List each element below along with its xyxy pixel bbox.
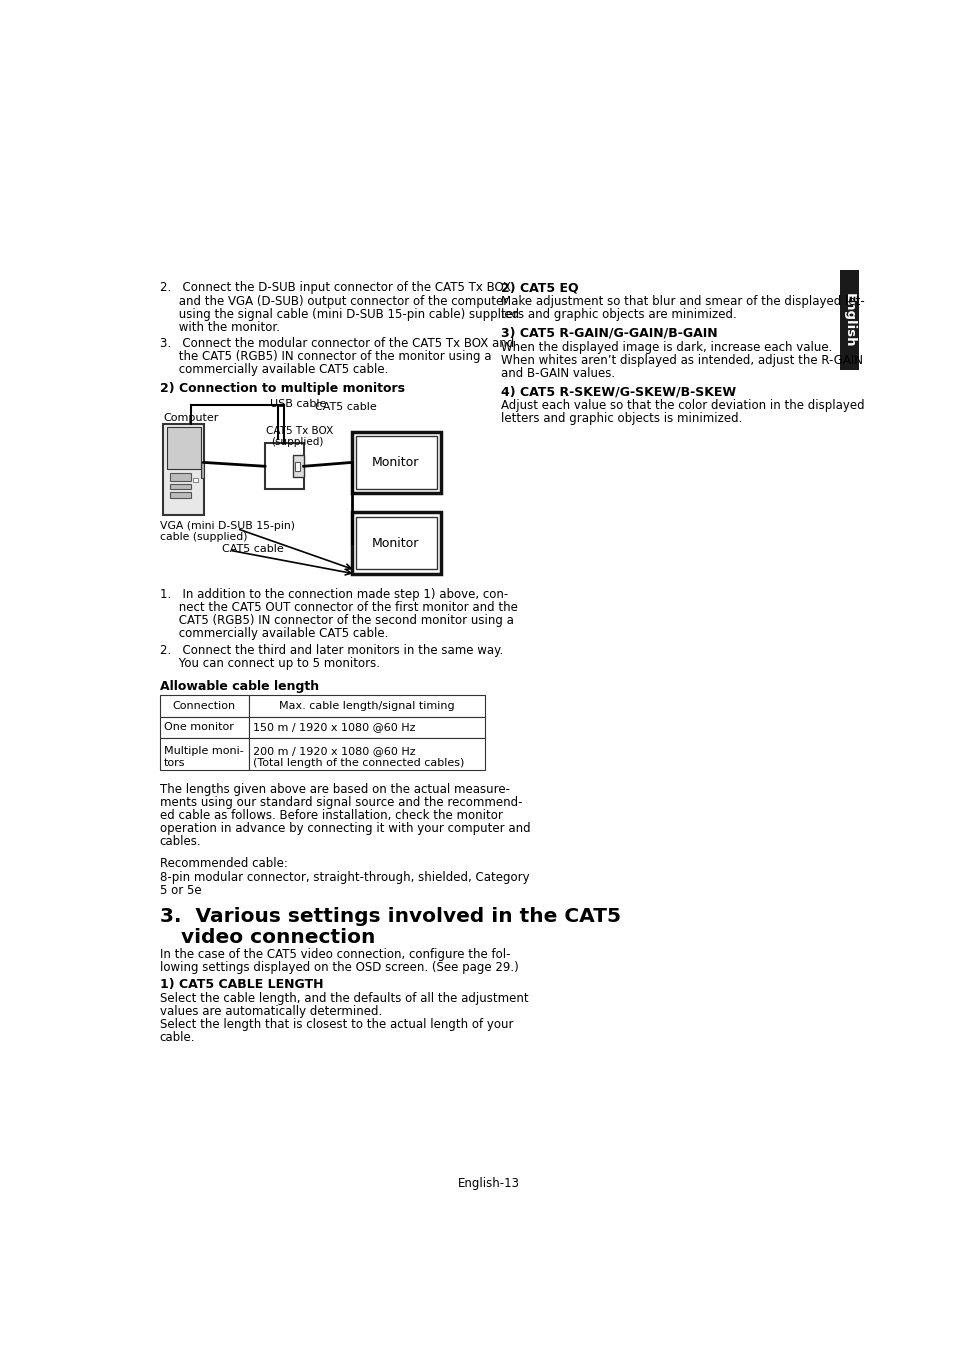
Text: values are automatically determined.: values are automatically determined. [159, 1005, 381, 1019]
Text: cable (supplied): cable (supplied) [159, 532, 247, 542]
Text: commercially available CAT5 cable.: commercially available CAT5 cable. [159, 363, 388, 376]
Bar [170, 493, 192, 497]
Text: tors: tors [164, 758, 186, 769]
Bar [163, 424, 204, 515]
Text: In the case of the CAT5 video connection, configure the fol-: In the case of the CAT5 video connection… [159, 948, 510, 962]
Text: Adjust each value so that the color deviation in the displayed: Adjust each value so that the color devi… [500, 400, 863, 412]
Bar [170, 484, 192, 489]
Text: CAT5 cable: CAT5 cable [221, 544, 283, 554]
Text: 3.   Connect the modular connector of the CAT5 Tx BOX and: 3. Connect the modular connector of the … [159, 336, 514, 350]
Text: 1.   In addition to the connection made step 1) above, con-: 1. In addition to the connection made st… [159, 588, 507, 601]
Text: When the displayed image is dark, increase each value.: When the displayed image is dark, increa… [500, 340, 831, 354]
Text: 2.   Connect the third and later monitors in the same way.: 2. Connect the third and later monitors … [159, 644, 502, 657]
Text: and the VGA (D-SUB) output connector of the computer: and the VGA (D-SUB) output connector of … [159, 295, 507, 308]
Text: CAT5 Tx BOX: CAT5 Tx BOX [266, 426, 334, 436]
Text: Max. cable length/signal timing: Max. cable length/signal timing [278, 701, 454, 711]
Text: Recommended cable:: Recommended cable: [159, 858, 287, 870]
Bar [170, 473, 192, 481]
Bar [200, 462, 204, 478]
Text: letters and graphic objects is minimized.: letters and graphic objects is minimized… [500, 412, 741, 426]
Bar [265, 443, 303, 489]
Text: the CAT5 (RGB5) IN connector of the monitor using a: the CAT5 (RGB5) IN connector of the moni… [159, 350, 491, 363]
Text: cable.: cable. [159, 1031, 194, 1044]
Bar [159, 694, 249, 716]
Text: 150 m / 1920 x 1080 @60 Hz: 150 m / 1920 x 1080 @60 Hz [253, 723, 416, 732]
Text: 200 m / 1920 x 1080 @60 Hz: 200 m / 1920 x 1080 @60 Hz [253, 746, 416, 755]
Text: 2) Connection to multiple monitors: 2) Connection to multiple monitors [159, 382, 404, 396]
Text: (supplied): (supplied) [271, 436, 323, 447]
Text: Monitor: Monitor [372, 536, 419, 550]
Bar [159, 738, 249, 770]
Text: CAT5 (RGB5) IN connector of the second monitor using a: CAT5 (RGB5) IN connector of the second m… [159, 615, 513, 627]
Text: 1) CAT5 CABLE LENGTH: 1) CAT5 CABLE LENGTH [159, 978, 323, 992]
Bar [193, 478, 197, 482]
Text: 8-pin modular connector, straight-through, shielded, Category: 8-pin modular connector, straight-throug… [159, 870, 529, 884]
Bar [293, 455, 303, 477]
Text: Computer: Computer [163, 413, 218, 423]
Bar [249, 694, 484, 716]
Text: 4) CAT5 R-SKEW/G-SKEW/B-SKEW: 4) CAT5 R-SKEW/G-SKEW/B-SKEW [500, 385, 735, 399]
Text: English: English [841, 293, 855, 347]
Bar [294, 462, 299, 471]
Text: (Total length of the connected cables): (Total length of the connected cables) [253, 758, 464, 769]
Text: 3) CAT5 R-GAIN/G-GAIN/B-GAIN: 3) CAT5 R-GAIN/G-GAIN/B-GAIN [500, 327, 717, 340]
Text: operation in advance by connecting it with your computer and: operation in advance by connecting it wi… [159, 821, 530, 835]
Text: USB cable: USB cable [270, 400, 327, 409]
Text: When whites aren’t displayed as intended, adjust the R-GAIN: When whites aren’t displayed as intended… [500, 354, 862, 367]
Text: The lengths given above are based on the actual measure-: The lengths given above are based on the… [159, 782, 509, 796]
Text: with the monitor.: with the monitor. [159, 320, 279, 334]
Text: Allowable cable length: Allowable cable length [159, 680, 318, 693]
Bar [249, 716, 484, 738]
Text: Multiple moni-: Multiple moni- [164, 746, 244, 755]
Text: 3.  Various settings involved in the CAT5: 3. Various settings involved in the CAT5 [159, 907, 619, 925]
Bar [352, 512, 440, 574]
Text: ed cable as follows. Before installation, check the monitor: ed cable as follows. Before installation… [159, 809, 502, 821]
Text: Monitor: Monitor [372, 455, 419, 469]
Text: using the signal cable (mini D-SUB 15-pin cable) supplied: using the signal cable (mini D-SUB 15-pi… [159, 308, 518, 320]
Text: 5 or 5e: 5 or 5e [159, 884, 201, 897]
Text: VGA (mini D-SUB 15-pin): VGA (mini D-SUB 15-pin) [159, 521, 294, 531]
Text: 2.   Connect the D-SUB input connector of the CAT5 Tx BOX: 2. Connect the D-SUB input connector of … [159, 281, 510, 295]
Bar [249, 738, 484, 770]
Text: Select the cable length, and the defaults of all the adjustment: Select the cable length, and the default… [159, 992, 528, 1005]
Text: Select the length that is closest to the actual length of your: Select the length that is closest to the… [159, 1019, 513, 1031]
Bar [355, 517, 436, 570]
Bar [159, 716, 249, 738]
Text: cables.: cables. [159, 835, 201, 848]
Text: nect the CAT5 OUT connector of the first monitor and the: nect the CAT5 OUT connector of the first… [159, 601, 517, 613]
Text: ters and graphic objects are minimized.: ters and graphic objects are minimized. [500, 308, 736, 322]
Text: Connection: Connection [172, 701, 235, 711]
Bar [352, 431, 440, 493]
Text: and B-GAIN values.: and B-GAIN values. [500, 367, 614, 380]
Text: English-13: English-13 [457, 1177, 519, 1190]
Text: commercially available CAT5 cable.: commercially available CAT5 cable. [159, 627, 388, 640]
Text: video connection: video connection [181, 928, 375, 947]
Bar [840, 270, 858, 370]
Text: Make adjustment so that blur and smear of the displayed let-: Make adjustment so that blur and smear o… [500, 296, 863, 308]
Text: ments using our standard signal source and the recommend-: ments using our standard signal source a… [159, 796, 521, 809]
Text: You can connect up to 5 monitors.: You can connect up to 5 monitors. [159, 657, 379, 670]
Bar [355, 436, 436, 489]
Text: 2) CAT5 EQ: 2) CAT5 EQ [500, 281, 578, 295]
Bar [167, 427, 200, 469]
Text: One monitor: One monitor [164, 723, 233, 732]
Text: lowing settings displayed on the OSD screen. (See page 29.): lowing settings displayed on the OSD scr… [159, 962, 517, 974]
Text: CAT5 cable: CAT5 cable [315, 403, 376, 412]
